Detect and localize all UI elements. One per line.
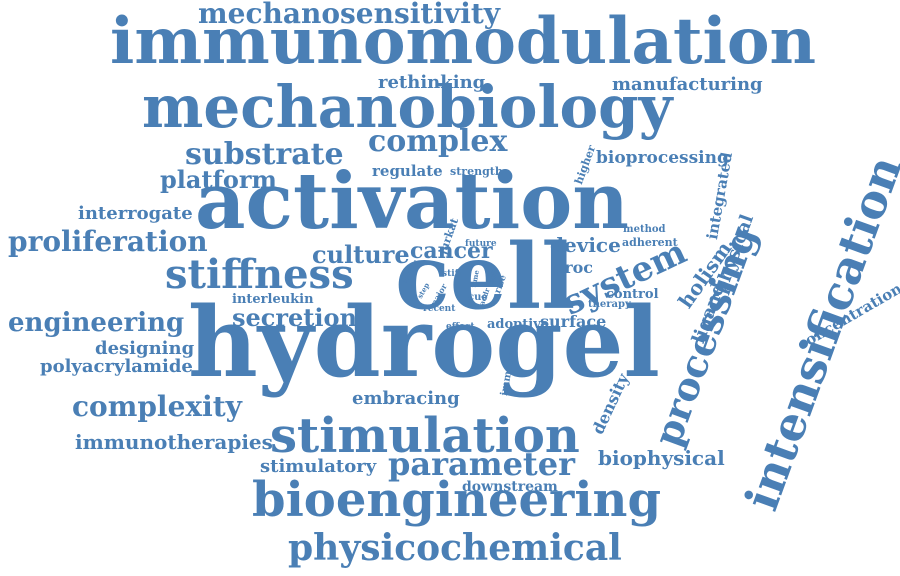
word-method: method xyxy=(623,224,666,235)
word-parameter: parameter xyxy=(388,445,575,483)
word-therapy: therapy xyxy=(588,299,631,310)
word-culture: culture xyxy=(312,240,410,269)
word-regulate: regulate xyxy=(372,162,443,180)
word-manufacturing: manufacturing xyxy=(612,74,763,95)
word-hydrogel: hydrogel xyxy=(188,286,660,399)
word-stimulation: stimulation xyxy=(270,408,580,464)
word-cue: cue xyxy=(468,292,488,303)
word-bioprocessing: bioprocessing xyxy=(596,148,729,168)
word-bioengineering: bioengineering xyxy=(252,472,662,528)
word-mechanobiology: mechanobiology xyxy=(142,73,673,141)
word-immunotherapies: immunotherapies xyxy=(75,430,273,454)
word-downstream: downstream xyxy=(462,479,558,495)
word-effect: effect xyxy=(446,322,475,332)
word-engineering: engineering xyxy=(8,308,185,338)
word-mechanosensitivity: mechanosensitivity xyxy=(198,0,501,30)
word-stiff: stiff xyxy=(442,269,463,279)
word-complex: complex xyxy=(368,124,508,159)
word-proc: proc xyxy=(553,258,594,277)
word-immunomodulation: immunomodulation xyxy=(110,4,817,79)
word-adoptive: adoptive xyxy=(487,317,550,332)
word-embracing: embracing xyxy=(352,388,460,409)
word-substrate: substrate xyxy=(185,137,344,172)
word-interleukin: interleukin xyxy=(232,292,314,307)
word-cell: cell xyxy=(395,224,576,330)
word-surface: surface xyxy=(540,312,607,331)
word-biophysical: biophysical xyxy=(598,446,725,470)
word-secretion: secretion xyxy=(232,303,357,332)
word-physicochemical: physicochemical xyxy=(288,527,622,569)
word-complexity: complexity xyxy=(72,390,242,423)
word-stiffness: stiffness xyxy=(165,251,354,298)
word-adherent: adherent xyxy=(622,236,678,249)
word-device: device xyxy=(550,233,621,257)
word-interrogate: interrogate xyxy=(78,203,193,224)
word-stimulatory: stimulatory xyxy=(260,456,377,477)
word-polyacrylamide: polyacrylamide xyxy=(40,356,193,377)
word-recent: recent xyxy=(423,304,456,314)
word-proliferation: proliferation xyxy=(8,225,208,258)
word-designing: designing xyxy=(95,338,195,359)
word-rethinking: rethinking xyxy=(378,72,486,93)
word-activation: activation xyxy=(195,156,629,247)
word-control: control xyxy=(606,287,659,302)
word-future: future xyxy=(465,239,497,249)
word-cancer: cancer xyxy=(410,238,493,264)
word-platform: platform xyxy=(160,165,277,194)
word-strength: strength xyxy=(450,165,503,178)
